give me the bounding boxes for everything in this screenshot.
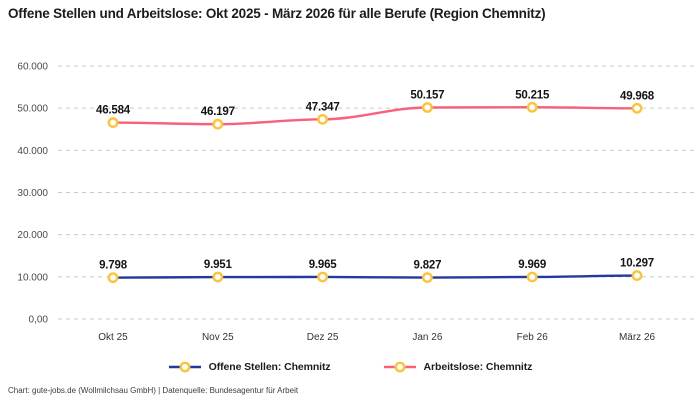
data-point-label: 9.798 bbox=[99, 260, 128, 272]
series-line bbox=[111, 106, 639, 126]
line-chart-canvas: 0,00 10.000 20.000 30.000 40.000 50.000 60.000… bbox=[17, 62, 697, 343]
legend-item[interactable]: Offene Stellen: Chemnitz bbox=[168, 360, 331, 374]
data-point-marker[interactable] bbox=[421, 102, 433, 113]
y-axis-tick-label: 40.000 bbox=[17, 146, 48, 157]
data-point-marker[interactable] bbox=[526, 271, 538, 283]
data-point-marker[interactable] bbox=[107, 117, 119, 128]
legend-item[interactable]: Arbeitslose: Chemnitz bbox=[383, 360, 533, 374]
x-axis-tick-label: März 26 bbox=[619, 332, 656, 343]
data-point-label: 49.968 bbox=[620, 90, 655, 102]
data-point-label: 9.969 bbox=[518, 259, 546, 271]
legend-line-marker-icon bbox=[383, 361, 416, 373]
legend-label: Arbeitslose: Chemnitz bbox=[423, 361, 533, 373]
data-point-label: 46.584 bbox=[96, 105, 131, 117]
data-point-marker[interactable] bbox=[317, 271, 328, 283]
data-point-label: 46.197 bbox=[201, 106, 235, 118]
legend-line-marker-icon bbox=[168, 361, 201, 373]
data-point-marker[interactable] bbox=[317, 113, 328, 125]
x-axis-tick-label: Jan 26 bbox=[412, 332, 442, 343]
data-point-marker[interactable] bbox=[631, 102, 643, 114]
y-axis-tick-label: 50.000 bbox=[17, 104, 48, 115]
chart-attribution: Chart: gute-jobs.de (Wollmilchsau GmbH) … bbox=[8, 386, 299, 395]
data-point-label: 9.951 bbox=[204, 259, 233, 271]
data-point-marker[interactable] bbox=[212, 118, 224, 130]
x-axis-tick-label: Feb 26 bbox=[517, 332, 549, 343]
x-axis-tick-label: Nov 25 bbox=[202, 332, 234, 343]
y-axis-tick-label: 60.000 bbox=[17, 62, 48, 73]
data-point-label: 50.157 bbox=[410, 90, 444, 102]
y-axis-tick-label: 10.000 bbox=[17, 272, 48, 283]
data-point-label: 9.827 bbox=[414, 260, 442, 272]
x-axis-tick-label: Okt 25 bbox=[98, 332, 128, 343]
data-point-marker[interactable] bbox=[526, 101, 538, 113]
legend-label: Offene Stellen: Chemnitz bbox=[208, 361, 331, 373]
data-point-label: 10.297 bbox=[620, 258, 654, 270]
data-point-marker[interactable] bbox=[421, 272, 433, 283]
series-line bbox=[111, 274, 639, 279]
y-axis-tick-label: 30.000 bbox=[17, 188, 48, 199]
x-axis-tick-label: Dez 25 bbox=[307, 332, 339, 343]
data-point-marker[interactable] bbox=[212, 271, 224, 283]
data-point-label: 9.965 bbox=[309, 259, 338, 271]
y-axis-tick-label: 0,00 bbox=[29, 315, 49, 326]
chart-legend: Offene Stellen: Chemnitz Arbeitslose: Che… bbox=[0, 360, 700, 374]
data-point-label: 50.215 bbox=[515, 89, 550, 101]
data-point-marker[interactable] bbox=[631, 270, 643, 281]
data-point-label: 47.347 bbox=[306, 101, 340, 113]
chart-title: Offene Stellen und Arbeitslose: Okt 2025… bbox=[8, 6, 546, 21]
y-axis-tick-label: 20.000 bbox=[17, 230, 48, 241]
data-point-marker[interactable] bbox=[107, 272, 119, 284]
